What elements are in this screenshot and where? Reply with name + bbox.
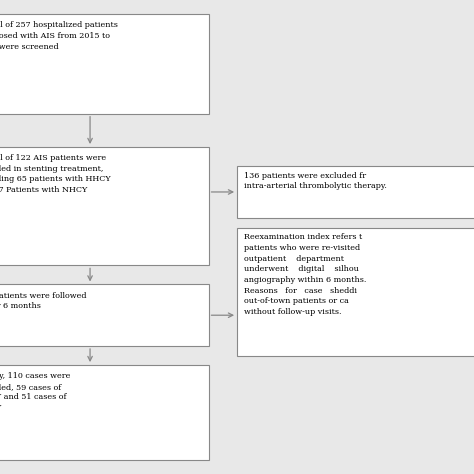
Text: Finally, 110 cases were
included, 59 cases of
HHCY and 51 cases of
NHCY: Finally, 110 cases were included, 59 cas…	[0, 372, 71, 412]
FancyBboxPatch shape	[0, 14, 209, 114]
Text: A total of 257 hospitalized patients
diagnosed with AIS from 2015 to
2018 were s: A total of 257 hospitalized patients dia…	[0, 21, 118, 51]
Text: 136 patients were excluded fr
intra-arterial thrombolytic therapy.: 136 patients were excluded fr intra-arte…	[244, 172, 387, 190]
Text: The patients were followed
up for 6 months: The patients were followed up for 6 mont…	[0, 292, 87, 310]
FancyBboxPatch shape	[0, 284, 209, 346]
FancyBboxPatch shape	[0, 147, 209, 265]
Text: A total of 122 AIS patients were
included in stenting treatment,
including 65 pa: A total of 122 AIS patients were include…	[0, 154, 111, 194]
FancyBboxPatch shape	[237, 228, 474, 356]
FancyBboxPatch shape	[0, 365, 209, 460]
FancyBboxPatch shape	[237, 166, 474, 218]
Text: Reexamination index refers t
patients who were re-visited
outpatient    departme: Reexamination index refers t patients wh…	[244, 233, 366, 316]
